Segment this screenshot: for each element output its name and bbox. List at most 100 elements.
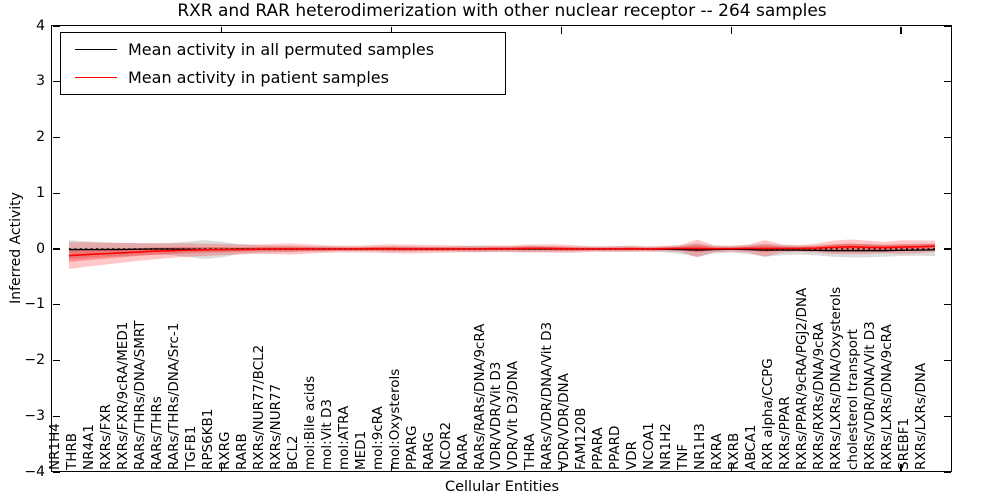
x-tick-mark-top: [730, 27, 732, 34]
y-tick-mark-right: [944, 136, 951, 139]
y-tick-mark-right: [944, 192, 951, 194]
legend-label-permuted: Mean activity in all permuted samples: [128, 40, 435, 59]
legend-label-patient: Mean activity in patient samples: [128, 68, 389, 87]
y-tick-label: −4: [24, 463, 45, 480]
y-tick-mark-right: [944, 359, 951, 362]
x-category-label: mol:Bile acids: [301, 375, 318, 470]
x-category-label: SREBF1: [896, 417, 913, 470]
x-category-label: mol:9cRA: [369, 406, 386, 470]
plot-area: [51, 25, 952, 472]
x-category-label: RARs/THRs/DNA/Src-1: [165, 322, 182, 470]
x-category-label: RXR alpha/CCPG: [760, 358, 777, 470]
y-tick-label: 2: [36, 129, 45, 145]
x-category-label: RXRs/NUR77/BCL2: [250, 344, 267, 470]
x-category-label: TNF: [675, 443, 692, 470]
x-category-label: cholesterol transport: [845, 329, 862, 470]
x-category-label: ABCA1: [743, 424, 760, 470]
x-tick-mark: [390, 464, 393, 471]
x-category-label: NR4A1: [80, 424, 97, 470]
x-category-label: RXRA: [709, 433, 726, 470]
y-tick-mark-right: [944, 81, 951, 83]
x-category-label: MED1: [352, 430, 369, 470]
x-category-label: THRA: [522, 433, 539, 470]
x-category-label: RXRs/PPAR: [777, 396, 794, 470]
x-category-label: RXRs/FXR: [97, 404, 114, 470]
y-tick-mark-right: [944, 471, 951, 473]
x-category-label: RARs/THRs/DNA/SMRT: [131, 320, 148, 470]
y-tick-mark: [53, 192, 60, 194]
x-category-label: mol:ATRA: [335, 405, 352, 470]
x-category-label: NCOR2: [437, 421, 454, 470]
y-tick-mark-right: [944, 25, 951, 27]
x-category-label: VDR/Vit D3/DNA: [505, 360, 522, 470]
x-category-label: BCL2: [284, 435, 301, 470]
y-tick-label: −3: [24, 407, 45, 424]
x-tick-mark: [560, 464, 563, 471]
x-category-label: RARG: [420, 432, 437, 470]
y-tick-mark: [53, 136, 60, 139]
y-tick-mark: [53, 415, 60, 417]
x-category-label: RXRs/PPAR/9cRA/PGJ2/DNA: [794, 287, 811, 470]
plot-canvas: [68, 239, 936, 270]
x-category-label: RARs/VDR/DNA/Vit D3: [539, 321, 556, 470]
x-category-label: NR1H2: [658, 423, 675, 470]
x-category-label: RARs/THRs: [148, 396, 165, 470]
y-tick-label: 4: [36, 17, 45, 34]
y-tick-mark-right: [944, 304, 951, 306]
x-category-label: FAM120B: [573, 407, 590, 470]
x-tick-mark-top: [221, 27, 223, 34]
x-tick-mark: [900, 464, 902, 471]
x-category-label: VDR: [624, 440, 641, 470]
y-tick-mark: [53, 248, 60, 250]
x-category-label: TGFB1: [182, 425, 199, 470]
legend-entry-patient: Mean activity in patient samples: [61, 67, 505, 89]
band-patient-outer: [68, 239, 936, 270]
y-tick-mark-right: [944, 248, 951, 250]
x-category-label: mol:Oxysterols: [386, 368, 403, 470]
legend-entry-permuted: Mean activity in all permuted samples: [61, 39, 505, 61]
y-tick-label: −1: [24, 296, 45, 313]
x-category-label: RXRs/NUR77: [267, 383, 284, 470]
y-tick-mark: [53, 25, 60, 27]
x-tick-mark-top: [560, 27, 563, 34]
x-category-label: RARB: [233, 433, 250, 470]
y-tick-label: 3: [36, 73, 45, 90]
x-category-label: NR1H4: [46, 423, 63, 470]
patient-line-swatch-icon: [75, 77, 117, 78]
x-category-label: RXRs/FXR/9cRA/MED1: [114, 321, 131, 470]
x-tick-mark: [221, 464, 223, 471]
x-category-label: PPARD: [607, 425, 624, 470]
x-tick-mark-top: [900, 27, 902, 34]
x-category-label: RXRs/LXRs/DNA/Oxysterols: [828, 286, 845, 470]
y-tick-mark: [53, 81, 60, 83]
series-line-patient: [68, 245, 936, 257]
x-category-label: NCOA1: [641, 422, 658, 470]
y-tick-mark: [53, 471, 60, 473]
x-category-label: RARs/RARs/DNA/9cRA: [471, 323, 488, 470]
x-category-label: PPARG: [403, 425, 420, 471]
y-tick-label: −2: [24, 352, 45, 368]
y-tick-label: 0: [36, 240, 45, 257]
x-category-label: VDR/VDR/DNA: [556, 373, 573, 470]
x-category-label: VDR/VDR/Vit D3: [488, 361, 505, 470]
x-tick-mark: [730, 464, 732, 471]
x-category-label: RXRB: [726, 432, 743, 470]
x-category-label: THRB: [63, 432, 80, 470]
x-category-label: PPARA: [590, 427, 607, 470]
x-category-label: RXRG: [216, 431, 233, 470]
chart-title: RXR and RAR heterodimerization with othe…: [177, 1, 827, 21]
y-tick-mark-right: [944, 415, 951, 417]
x-category-label: RXRs/LXRs/DNA: [913, 362, 930, 470]
x-category-label: NR1H3: [692, 423, 709, 470]
x-category-label: RXRs/LXRs/DNA/9cRA: [879, 324, 896, 470]
y-tick-mark: [53, 359, 60, 362]
x-category-label: mol:Vit D3: [318, 399, 335, 470]
x-category-label: RARA: [454, 433, 471, 470]
x-category-label: RXRs/RXRs/DNA/9cRA: [811, 322, 828, 470]
x-tick-mark-top: [390, 27, 393, 34]
x-axis-label: Cellular Entities: [444, 479, 560, 495]
y-tick-label: 1: [36, 184, 45, 201]
x-category-label: RXRs/VDR/DNA/Vit D3: [862, 321, 879, 470]
y-axis-label: Inferred Activity: [8, 192, 24, 304]
